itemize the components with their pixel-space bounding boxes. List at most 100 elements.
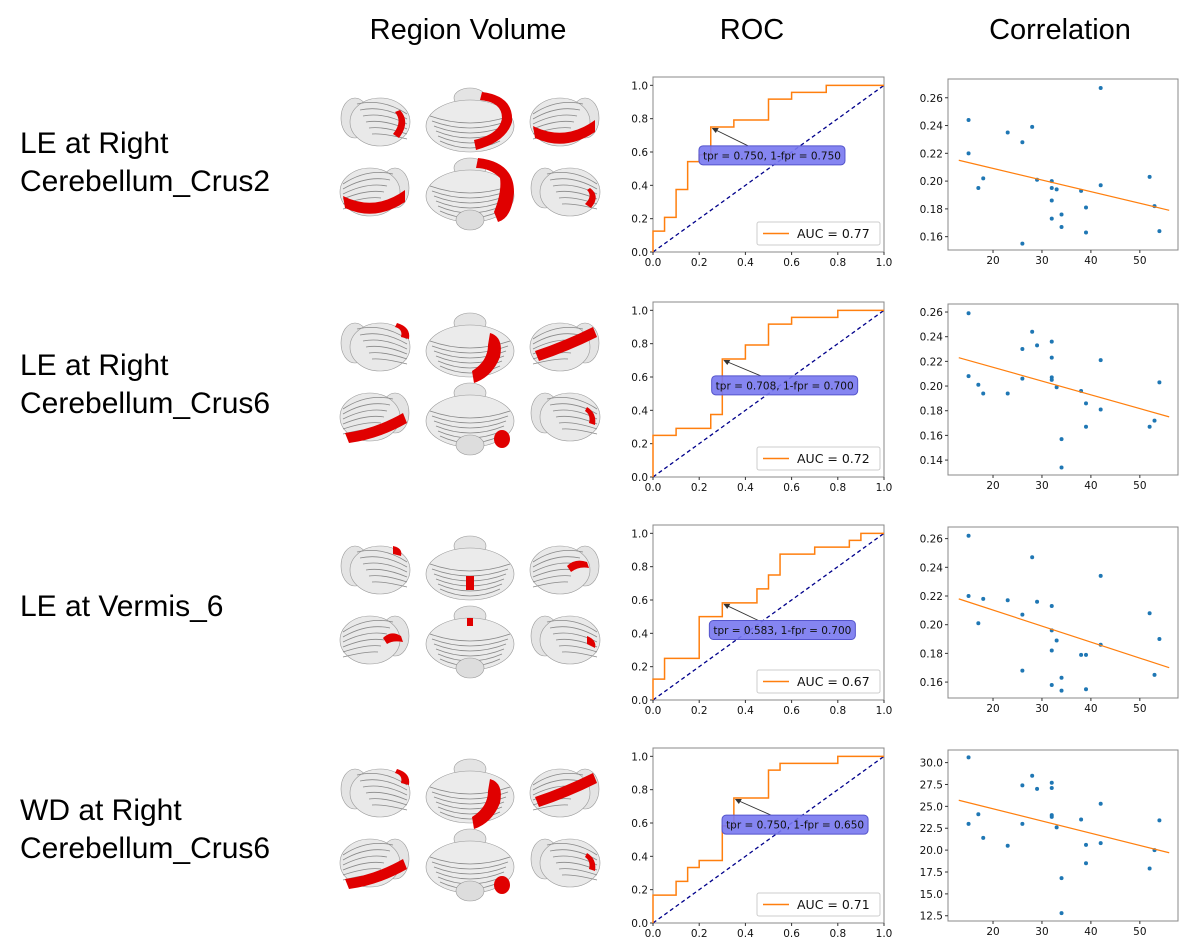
scatter-point <box>966 594 971 599</box>
highlight-region <box>393 546 402 556</box>
folia-line <box>435 425 505 434</box>
folia-line <box>429 633 511 642</box>
highlight-region <box>494 876 510 894</box>
annotation-text: tpr = 0.750, 1-fpr = 0.750 <box>703 150 841 162</box>
y-tick-label: 0.6 <box>631 372 648 384</box>
folia-line <box>356 549 408 563</box>
scatter-point <box>976 812 981 817</box>
y-tick-label: 27.5 <box>920 779 943 791</box>
annotation-arrow <box>725 604 759 621</box>
y-tick-label: 0.24 <box>920 332 944 344</box>
highlight-region <box>533 120 595 144</box>
legend-label: AUC = 0.67 <box>797 674 870 689</box>
scatter-point <box>1098 407 1103 412</box>
cerebellum-view <box>530 392 601 442</box>
x-tick-label: 1.0 <box>876 257 893 269</box>
regression-line <box>958 799 1170 854</box>
folia-line <box>532 804 569 811</box>
region-volume-image-4 <box>339 758 601 902</box>
x-tick-label: 50 <box>1133 480 1146 492</box>
scatter-point <box>1020 783 1025 788</box>
folia-line <box>342 190 385 200</box>
y-tick-label: 0.22 <box>920 356 943 368</box>
cerebellum-view <box>425 312 515 383</box>
scatter-point <box>1079 652 1084 657</box>
x-tick-label: 0.2 <box>691 705 708 717</box>
cerebellum-view <box>340 322 411 372</box>
folia-line <box>429 340 511 349</box>
highlight-region <box>585 407 596 425</box>
scatter-point <box>1084 230 1088 235</box>
folia-line <box>342 849 391 861</box>
highlight-region <box>345 859 407 889</box>
folia-line <box>561 874 598 881</box>
annotation-arrowhead <box>723 603 731 609</box>
folia-line <box>433 420 507 429</box>
scatter-point <box>1157 818 1162 823</box>
roc-chart-4: 0.0 0.2 0.4 0.6 0.8 1.0 0.0 0.2 0.4 0.6 0.8 1.0 tpr … <box>631 747 892 939</box>
scatter-point <box>966 374 971 379</box>
x-tick-label: 0.6 <box>783 257 800 269</box>
row-label-line: Cerebellum_Crus6 <box>20 387 271 420</box>
folia-line <box>532 581 569 588</box>
scatter-point <box>1054 187 1059 192</box>
folia-line <box>561 651 598 658</box>
folia-line <box>549 178 598 190</box>
y-tick-label: 0.6 <box>631 595 648 607</box>
axes-frame <box>947 526 1179 699</box>
folia-line <box>558 645 598 653</box>
folia-line <box>342 409 388 420</box>
y-tick-label: 0.16 <box>920 232 944 244</box>
row-label-line: Cerebellum_Crus6 <box>20 832 271 865</box>
y-tick-label: 0.0 <box>631 472 648 484</box>
annotation-arrow <box>725 360 761 377</box>
y-tick-label: 17.5 <box>920 867 943 879</box>
scatter-point <box>1084 205 1088 210</box>
scatter-point <box>1157 380 1162 385</box>
scatter-point <box>1054 638 1059 643</box>
scatter-point <box>1030 555 1035 560</box>
scatter-point <box>1084 842 1088 847</box>
folia-line <box>359 556 408 568</box>
folia-line <box>365 568 408 578</box>
folia-line <box>431 415 509 424</box>
scatter-point <box>1147 424 1152 429</box>
scatter-point <box>1157 637 1162 642</box>
highlight-region <box>472 333 501 383</box>
scatter-point <box>1098 841 1103 846</box>
scatter-point <box>1049 186 1054 191</box>
scatter-point <box>1054 385 1059 390</box>
folia-line <box>342 171 394 185</box>
y-tick-label: 15.0 <box>920 889 943 901</box>
scatter-point <box>1079 817 1084 822</box>
annotation-box <box>698 145 846 166</box>
folia-line <box>342 415 385 425</box>
axes-frame <box>947 78 1179 251</box>
folia-line <box>532 326 584 340</box>
axes-frame <box>947 303 1179 476</box>
scatter-point <box>976 621 981 626</box>
scatter-point <box>966 755 971 760</box>
folia-line <box>433 866 507 875</box>
scatter-point <box>1098 183 1103 188</box>
annotation-arrowhead <box>734 799 742 804</box>
y-tick-label: 0.2 <box>631 439 648 451</box>
highlight-region <box>567 560 589 572</box>
annotation-arrow <box>736 799 772 816</box>
folia-line <box>342 632 388 643</box>
folia-line <box>342 842 394 856</box>
scatter-point <box>1049 785 1054 790</box>
scatter-point <box>966 533 971 538</box>
cerebellum-view <box>425 535 515 601</box>
scatter-point <box>976 186 981 191</box>
folia-line <box>532 114 578 125</box>
folia-line <box>368 575 408 583</box>
x-tick-label: 0.8 <box>829 482 846 494</box>
x-tick-label: 0.8 <box>829 705 846 717</box>
y-tick-label: 0.8 <box>631 339 648 351</box>
highlight-region <box>383 633 403 644</box>
y-tick-label: 0.20 <box>920 620 943 632</box>
scatter-point <box>1020 347 1025 352</box>
x-tick-label: 1.0 <box>876 482 893 494</box>
cerebellum-view <box>425 87 515 153</box>
